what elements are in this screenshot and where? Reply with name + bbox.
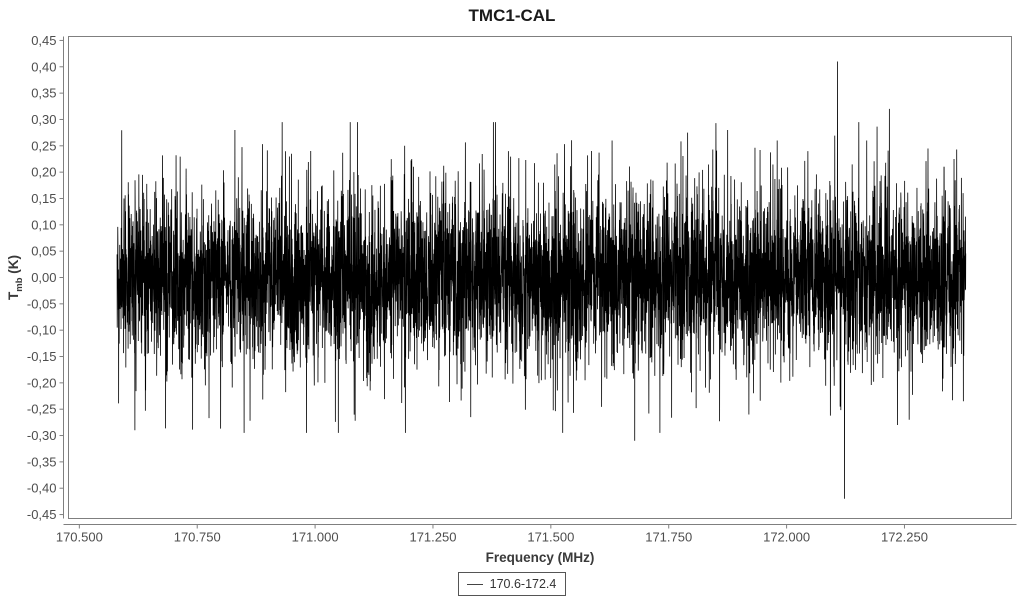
y-tick-label: 0,30 — [31, 112, 56, 127]
y-tick-label: -0,20 — [27, 375, 57, 390]
y-tick-label: 0,45 — [31, 33, 56, 48]
y-tick-label: -0,45 — [27, 507, 57, 522]
y-tick-label: 0,00 — [31, 270, 56, 285]
y-axis-title: Tmb (K) — [6, 255, 25, 300]
y-tick-label: 0,10 — [31, 217, 56, 232]
plot-frame — [68, 36, 1012, 519]
x-tick-label: 172.250 — [881, 530, 928, 545]
x-tick-label: 171.500 — [527, 530, 574, 545]
x-axis-title: Frequency (MHz) — [486, 550, 595, 565]
y-tick-label: -0,15 — [27, 349, 57, 364]
x-tick-label: 172.000 — [763, 530, 810, 545]
legend: 170.6-172.4 — [0, 572, 1024, 596]
y-axis-title-unit: (K) — [6, 255, 21, 278]
legend-box[interactable]: 170.6-172.4 — [457, 572, 567, 596]
x-tick-label: 170.500 — [56, 530, 103, 545]
x-tick-label: 171.750 — [645, 530, 692, 545]
y-tick-label: -0,05 — [27, 296, 57, 311]
y-tick-label: -0,10 — [27, 323, 57, 338]
y-tick-label: 0,40 — [31, 59, 56, 74]
chart-title: TMC1-CAL — [469, 6, 556, 25]
x-tick-label: 171.250 — [409, 530, 456, 545]
y-tick-label: 0,15 — [31, 191, 56, 206]
x-tick-label: 171.000 — [292, 530, 339, 545]
x-tick-label: 170.750 — [174, 530, 221, 545]
y-tick-label: 0,20 — [31, 165, 56, 180]
y-axis-title-sub: mb — [14, 277, 25, 291]
y-tick-label: -0,35 — [27, 454, 57, 469]
y-tick-label: 0,05 — [31, 244, 56, 259]
legend-label: 170.6-172.4 — [489, 577, 557, 591]
legend-line-sample — [466, 583, 483, 585]
spectrum-trace — [116, 61, 967, 499]
x-axis-ticks: 170.500 170.750 171.000 171.250 171.500 171.7… — [56, 524, 928, 545]
y-tick-label: -0,30 — [27, 428, 57, 443]
y-axis-ticks: 0,45 0,40 0,35 0,30 0,25 0,20 0,15 0,10 0,05 0,00… — [27, 33, 64, 522]
y-tick-label: 0,35 — [31, 86, 56, 101]
y-axis-title-main: T — [6, 291, 21, 300]
y-tick-label: 0,25 — [31, 138, 56, 153]
y-tick-label: -0,40 — [27, 481, 57, 496]
y-tick-label: -0,25 — [27, 402, 57, 417]
